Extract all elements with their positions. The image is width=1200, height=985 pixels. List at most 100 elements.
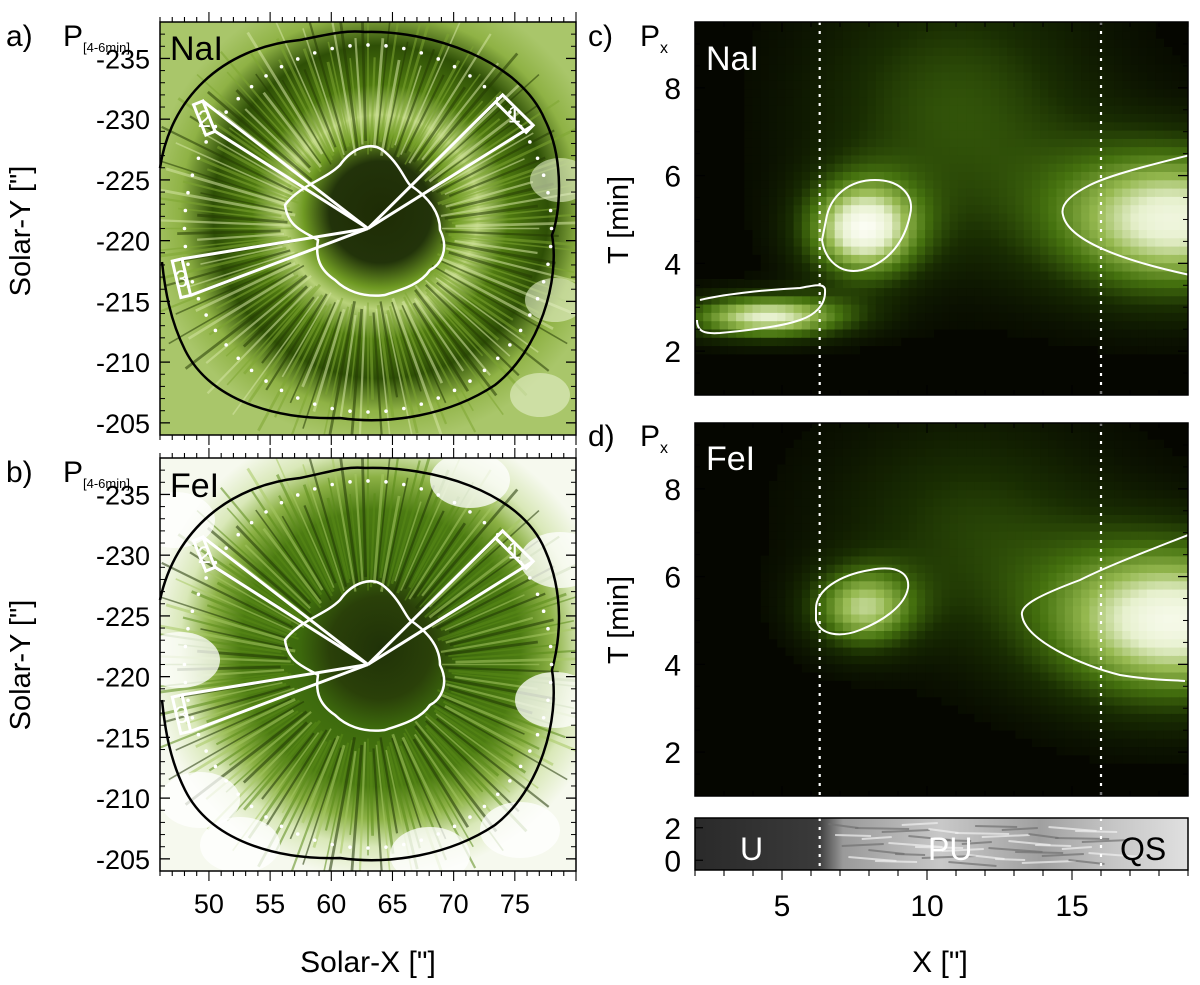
d-heat-cell	[1114, 555, 1124, 565]
c-heat-cell	[957, 154, 967, 164]
c-heat-cell	[1081, 254, 1091, 264]
c-heat-cell	[1064, 113, 1074, 123]
d-heat-cell	[1023, 646, 1033, 656]
d-heat-cell	[1073, 613, 1082, 623]
c-heat-cell	[711, 320, 721, 330]
c-heat-cell	[999, 38, 1008, 48]
d-heat-cell	[801, 588, 811, 598]
d-heat-cell	[1073, 530, 1082, 540]
c-heat-cell	[916, 154, 926, 164]
d-heat-cell	[1015, 588, 1025, 598]
c-heat-cell	[1122, 104, 1132, 114]
d-heat-cell	[1048, 572, 1058, 582]
d-heat-cell	[908, 497, 918, 507]
d-heat-cell	[957, 423, 967, 433]
d-heat-cell	[941, 456, 951, 466]
c-heat-cell	[1155, 80, 1165, 90]
c-heat-cell	[966, 22, 976, 32]
b-fibril	[424, 554, 501, 618]
d-heat-cell	[1048, 423, 1058, 433]
c-heat-cell	[1023, 220, 1033, 230]
d-heat-cell	[1105, 746, 1115, 756]
c-heat-cell	[834, 237, 844, 247]
c-heat-cell	[744, 303, 754, 313]
b-fibril	[275, 474, 335, 593]
d-heat-cell	[1097, 746, 1107, 756]
c-heat-cell	[1097, 104, 1107, 114]
c-heat-cell	[760, 96, 770, 106]
dotted-circle-dot	[190, 609, 195, 614]
c-heat-cell	[1081, 279, 1091, 289]
c-heat-cell	[1015, 204, 1025, 214]
c-heat-cell	[1130, 220, 1140, 230]
d-heat-cell	[1122, 754, 1132, 764]
c-heat-cell	[1155, 104, 1165, 114]
d-heat-cell	[1064, 572, 1074, 582]
c-heat-cell	[1031, 104, 1041, 114]
a-fibril	[431, 132, 534, 193]
c-heat-cell	[1163, 71, 1173, 81]
d-heat-cell	[1097, 630, 1107, 640]
c-heat-cell	[752, 129, 762, 139]
dotted-circle-dot	[402, 482, 406, 487]
d-heat-cell	[892, 547, 902, 557]
d-heat-cell	[1171, 472, 1181, 482]
d-heat-cell	[867, 621, 877, 631]
c-heat-cell	[1040, 113, 1050, 123]
d-heat-cell	[1073, 439, 1082, 449]
d-heat-cell	[1097, 754, 1107, 764]
d-heat-cell	[1056, 696, 1066, 706]
c-heat-cell	[810, 245, 819, 255]
d-heat-cell	[941, 472, 951, 482]
d-heat-cell	[793, 489, 803, 499]
granule	[160, 492, 215, 548]
c-heat-cell	[1040, 80, 1050, 90]
c-heat-cell	[990, 254, 1000, 264]
c-heat-cell	[1146, 220, 1156, 230]
d-heat-cell	[1179, 729, 1188, 739]
strip-streak	[915, 846, 964, 849]
c-heat-cell	[875, 88, 885, 98]
c-heat-cell	[1105, 287, 1115, 297]
panel-a-dotted-circle	[182, 43, 554, 414]
d-heat-cell	[1163, 563, 1173, 573]
c-heat-cell	[1048, 129, 1058, 139]
c-heat-cell	[769, 113, 778, 123]
d-heat-cell	[851, 547, 861, 557]
d-heat-cell	[1056, 729, 1066, 739]
c-heat-cell	[1130, 254, 1140, 264]
d-heat-cell	[1163, 572, 1173, 582]
d-heat-cell	[1073, 605, 1082, 615]
c-heat-cell	[826, 279, 836, 289]
d-heat-cell	[941, 688, 951, 698]
d-heat-cell	[908, 489, 918, 499]
d-heat-cell	[826, 497, 836, 507]
c-heat-cell	[933, 146, 943, 156]
c-heat-cell	[933, 129, 943, 139]
d-heat-cell	[1031, 655, 1041, 665]
c-heat-cell	[1089, 38, 1099, 48]
a-fibril	[423, 90, 502, 172]
d-heat-cell	[933, 663, 943, 673]
d-heat-cell	[834, 597, 844, 607]
panel-b-ylabel: Solar-Y ["]	[5, 600, 37, 731]
c-heat-cell	[1015, 295, 1025, 305]
c-heat-cell	[769, 63, 778, 73]
dotted-circle-dot	[528, 576, 532, 580]
d-heat-cell	[941, 563, 951, 573]
d-heat-cell	[1114, 514, 1124, 524]
c-heat-cell	[1048, 187, 1058, 197]
c-heat-cell	[1171, 279, 1181, 289]
d-heat-cell	[1015, 563, 1025, 573]
c-heat-cell	[1138, 38, 1148, 48]
c-heat-cell	[933, 154, 943, 164]
d-heat-cell	[1064, 472, 1074, 482]
c-heat-cell	[826, 337, 836, 347]
strip-streak	[1035, 844, 1072, 847]
a-fibril	[262, 91, 322, 168]
sector-3-label: 3	[175, 266, 188, 293]
d-heat-cell	[1056, 671, 1066, 681]
d-heat-cell	[1114, 456, 1124, 466]
dotted-circle-dot	[330, 482, 334, 487]
c-heat-cell	[1114, 88, 1124, 98]
